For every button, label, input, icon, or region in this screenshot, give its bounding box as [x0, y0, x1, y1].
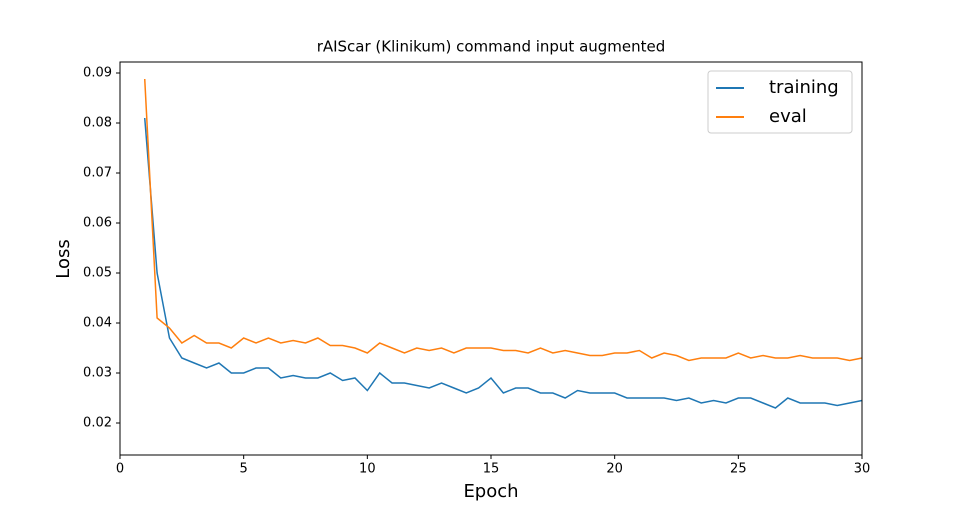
x-axis-label: Epoch	[463, 481, 518, 502]
x-tick-label: 15	[483, 462, 500, 477]
y-tick-label: 0.03	[83, 366, 112, 381]
y-axis-label: Loss	[53, 239, 74, 278]
legend-label: eval	[769, 106, 807, 127]
legend-label: training	[769, 77, 839, 98]
y-tick-label: 0.02	[83, 416, 112, 431]
x-tick-label: 30	[854, 462, 871, 477]
y-tick-label: 0.05	[83, 266, 112, 281]
x-tick-label: 20	[606, 462, 623, 477]
x-tick-label: 5	[240, 462, 248, 477]
y-tick-label: 0.07	[83, 166, 112, 181]
chart-title: rAIScar (Klinikum) command input augment…	[317, 38, 666, 56]
y-tick-label: 0.06	[83, 216, 112, 231]
y-tick-label: 0.04	[83, 316, 112, 331]
line-series	[143, 78, 863, 362]
line-series	[143, 117, 863, 409]
y-tick-label: 0.09	[83, 66, 112, 81]
x-tick-label: 0	[116, 462, 124, 477]
x-tick-label: 25	[730, 462, 747, 477]
x-tick-label: 10	[359, 462, 376, 477]
y-tick-label: 0.08	[83, 116, 112, 131]
plot-frame	[119, 61, 863, 456]
